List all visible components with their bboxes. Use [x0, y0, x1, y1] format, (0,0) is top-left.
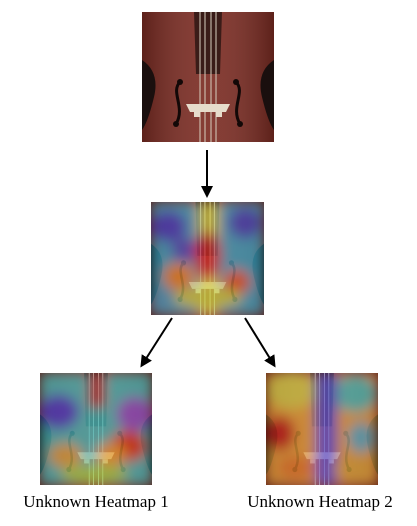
unknown-heatmap-2 [266, 373, 378, 485]
caption-heatmap-1: Unknown Heatmap 1 [23, 492, 169, 511]
arrow-right [244, 317, 276, 368]
arrow-left [140, 317, 173, 368]
attention-heatmap-middle [151, 202, 264, 315]
caption-heatmap-2: Unknown Heatmap 2 [247, 492, 393, 511]
unknown-heatmap-1 [40, 373, 152, 485]
